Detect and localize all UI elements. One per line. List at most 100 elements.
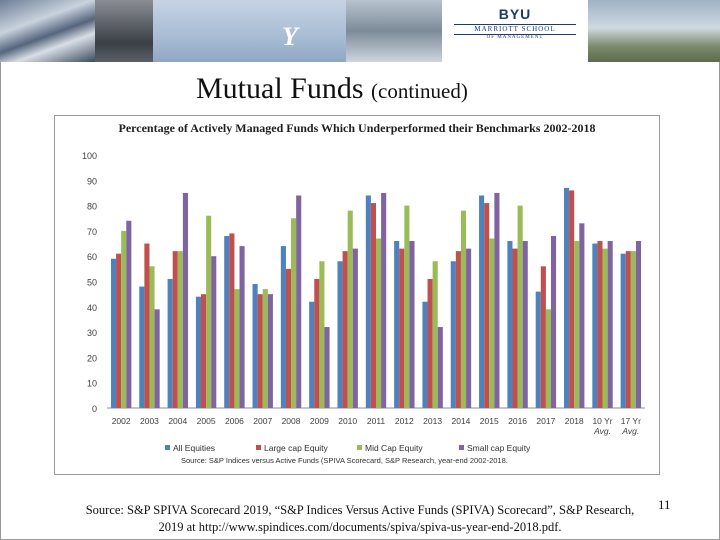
- legend-swatch: [459, 445, 464, 450]
- bar-mid-cap-equity: [489, 238, 495, 408]
- bar-all-equities: [592, 243, 598, 408]
- bar-small-cap-equity: [522, 241, 528, 408]
- bar-all-equities: [507, 241, 513, 408]
- bar-small-cap-equity: [607, 241, 613, 408]
- slide-title-main: Mutual Funds: [196, 72, 364, 105]
- bar-small-cap-equity: [154, 309, 160, 408]
- bar-mid-cap-equity: [347, 210, 353, 408]
- bar-all-equities: [394, 241, 400, 408]
- x-tick-label: 2005: [197, 416, 216, 426]
- bar-all-equities: [337, 261, 343, 408]
- bar-large-cap-equity: [399, 248, 405, 408]
- bar-all-equities: [365, 195, 371, 408]
- bar-chart: Percentage of Actively Managed Funds Whi…: [82, 121, 645, 465]
- logo-subtitle: MARRIOTT SCHOOL: [454, 24, 576, 35]
- y-tick-label: 40: [87, 303, 97, 313]
- x-tick-label: 2011: [367, 416, 386, 426]
- bar-all-equities: [564, 187, 570, 408]
- bar-small-cap-equity: [267, 294, 273, 408]
- x-tick-label: 17 Yr: [621, 416, 641, 426]
- bar-mid-cap-equity: [262, 289, 268, 408]
- y-tick-label: 0: [92, 404, 97, 414]
- bar-all-equities: [535, 291, 541, 408]
- bar-small-cap-equity: [296, 195, 302, 408]
- bar-small-cap-equity: [352, 248, 358, 408]
- bar-mid-cap-equity: [545, 309, 551, 408]
- bar-mid-cap-equity: [234, 289, 240, 408]
- bar-large-cap-equity: [540, 266, 546, 408]
- bar-large-cap-equity: [257, 294, 263, 408]
- byu-logo-panel: [442, 0, 588, 62]
- banner-photo-statue: [95, 0, 153, 62]
- x-tick-label: 2013: [423, 416, 442, 426]
- bar-large-cap-equity: [370, 203, 376, 408]
- legend-swatch: [165, 445, 170, 450]
- chart-container: Percentage of Actively Managed Funds Whi…: [54, 115, 660, 475]
- slide-title: Mutual Funds (continued): [196, 72, 468, 106]
- x-tick-label: 2004: [168, 416, 187, 426]
- y-tick-label: 80: [87, 202, 97, 212]
- bar-small-cap-equity: [466, 248, 472, 408]
- slide-number: 11: [658, 497, 671, 512]
- y-tick-label: 50: [87, 278, 97, 288]
- bar-mid-cap-equity: [206, 215, 212, 408]
- x-tick-label: 2014: [451, 416, 470, 426]
- chart-title: Percentage of Actively Managed Funds Whi…: [119, 121, 596, 135]
- y-mountain-logo: Y: [282, 22, 298, 51]
- bar-all-equities: [280, 246, 286, 408]
- bar-large-cap-equity: [512, 248, 518, 408]
- source-line-2: 2019 at http://www.spindices.com/documen…: [158, 520, 562, 534]
- y-tick-label: 20: [87, 353, 97, 363]
- bar-small-cap-equity: [494, 192, 500, 408]
- bar-all-equities: [450, 261, 456, 408]
- header-banner: Y BYU MARRIOTT SCHOOL OF MANAGEMENT: [0, 0, 720, 62]
- bar-mid-cap-equity: [149, 266, 155, 408]
- bar-mid-cap-equity: [630, 251, 636, 408]
- bar-small-cap-equity: [550, 235, 557, 408]
- y-tick-label: 60: [87, 252, 97, 262]
- y-tick-label: 10: [87, 379, 97, 389]
- y-tick-label: 100: [82, 151, 97, 161]
- legend-label: Large cap Equity: [264, 443, 329, 453]
- bar-small-cap-equity: [324, 327, 330, 408]
- bar-all-equities: [422, 301, 428, 408]
- x-tick-label: 2006: [225, 416, 244, 426]
- source-line-1: Source: S&P SPIVA Scorecard 2019, “S&P I…: [85, 503, 635, 517]
- bar-all-equities: [110, 258, 117, 408]
- bar-large-cap-equity: [172, 251, 178, 408]
- bar-mid-cap-equity: [404, 205, 410, 408]
- banner-photo-bell-tower: [346, 0, 442, 62]
- bar-all-equities: [139, 286, 145, 408]
- bar-large-cap-equity: [597, 241, 603, 408]
- legend-label: Small cap Equity: [467, 443, 531, 453]
- bar-mid-cap-equity: [319, 261, 325, 408]
- bar-large-cap-equity: [569, 190, 575, 408]
- bar-large-cap-equity: [314, 278, 320, 408]
- bar-large-cap-equity: [116, 253, 122, 408]
- bar-small-cap-equity: [182, 192, 188, 408]
- chart-source-note: Source: S&P Indices versus Active Funds …: [181, 456, 508, 465]
- bar-small-cap-equity: [239, 246, 245, 408]
- x-tick-label: 2012: [395, 416, 414, 426]
- bar-small-cap-equity: [409, 241, 415, 408]
- bar-small-cap-equity: [437, 327, 443, 408]
- x-tick-label: 2016: [508, 416, 527, 426]
- x-tick-label: 2009: [310, 416, 329, 426]
- bar-all-equities: [309, 301, 315, 408]
- bar-mid-cap-equity: [177, 251, 183, 408]
- bar-small-cap-equity: [381, 192, 387, 408]
- logo-title: BYU: [498, 6, 532, 22]
- bar-all-equities: [620, 253, 626, 408]
- banner-photo-landscape: [588, 0, 720, 62]
- slide-title-suffix: (continued): [371, 79, 468, 103]
- bar-large-cap-equity: [201, 294, 207, 408]
- x-tick-label: 2015: [480, 416, 499, 426]
- bar-mid-cap-equity: [121, 230, 127, 408]
- legend-swatch: [256, 445, 261, 450]
- legend-label: Mid Cap Equity: [365, 443, 423, 453]
- bar-large-cap-equity: [427, 278, 433, 408]
- source-citation: Source: S&P SPIVA Scorecard 2019, “S&P I…: [40, 502, 680, 536]
- bar-small-cap-equity: [579, 223, 585, 408]
- x-tick-label: 2007: [253, 416, 272, 426]
- legend-swatch: [357, 445, 362, 450]
